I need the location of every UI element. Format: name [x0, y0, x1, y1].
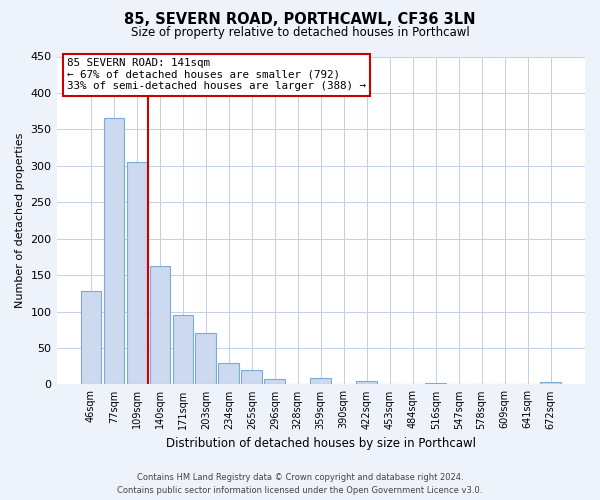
- Bar: [356, 381, 377, 384]
- Bar: [149, 266, 170, 384]
- Y-axis label: Number of detached properties: Number of detached properties: [15, 133, 25, 308]
- Bar: [310, 378, 331, 384]
- Text: 85, SEVERN ROAD, PORTHCAWL, CF36 3LN: 85, SEVERN ROAD, PORTHCAWL, CF36 3LN: [124, 12, 476, 28]
- Text: Size of property relative to detached houses in Porthcawl: Size of property relative to detached ho…: [131, 26, 469, 39]
- X-axis label: Distribution of detached houses by size in Porthcawl: Distribution of detached houses by size …: [166, 437, 476, 450]
- Bar: [80, 291, 101, 384]
- Bar: [104, 118, 124, 384]
- Bar: [127, 162, 147, 384]
- Bar: [196, 334, 216, 384]
- Text: Contains HM Land Registry data © Crown copyright and database right 2024.
Contai: Contains HM Land Registry data © Crown c…: [118, 474, 482, 495]
- Bar: [425, 383, 446, 384]
- Bar: [218, 362, 239, 384]
- Text: 85 SEVERN ROAD: 141sqm
← 67% of detached houses are smaller (792)
33% of semi-de: 85 SEVERN ROAD: 141sqm ← 67% of detached…: [67, 58, 366, 92]
- Bar: [241, 370, 262, 384]
- Bar: [540, 382, 561, 384]
- Bar: [265, 378, 285, 384]
- Bar: [173, 315, 193, 384]
